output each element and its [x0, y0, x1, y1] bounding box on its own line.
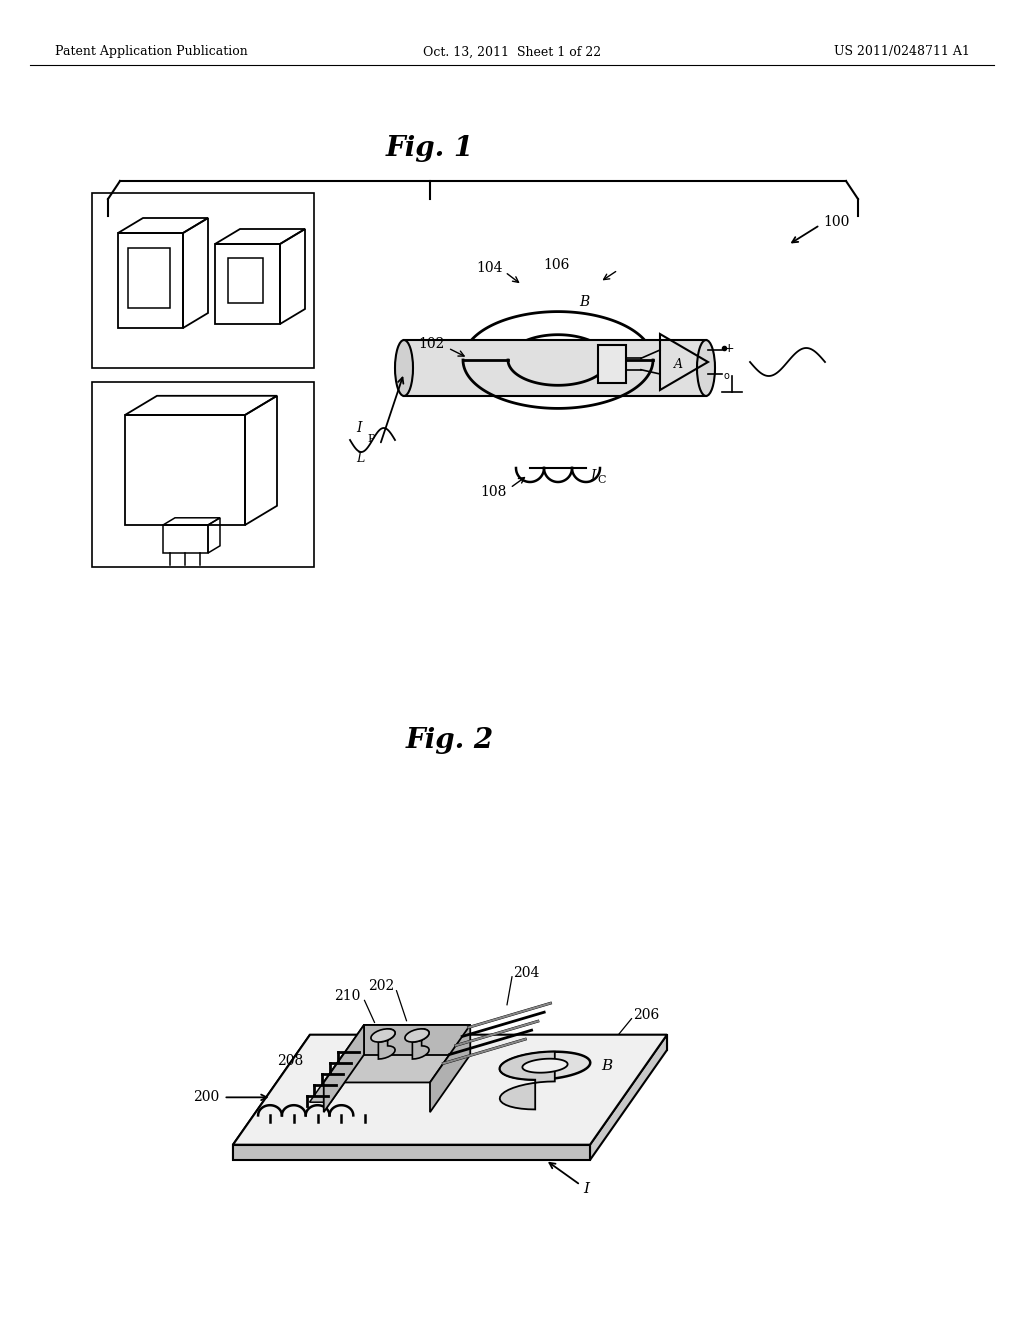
Text: +: + [724, 342, 734, 355]
Text: Fig. 1: Fig. 1 [386, 135, 474, 161]
Text: B: B [601, 1059, 612, 1073]
Text: 100: 100 [823, 215, 849, 228]
Polygon shape [371, 1028, 395, 1041]
Text: P: P [367, 434, 375, 444]
Polygon shape [233, 1144, 590, 1160]
Text: 106: 106 [544, 257, 570, 272]
Polygon shape [404, 1028, 429, 1041]
Bar [92, 193, 314, 368]
Text: I: I [584, 1181, 590, 1196]
Text: Oct. 13, 2011  Sheet 1 of 22: Oct. 13, 2011 Sheet 1 of 22 [423, 45, 601, 58]
Text: US 2011/0248711 A1: US 2011/0248711 A1 [835, 45, 970, 58]
Polygon shape [590, 1035, 667, 1160]
Bar [598, 345, 626, 383]
Text: I: I [356, 421, 362, 436]
Bar [404, 341, 706, 396]
Text: L: L [356, 451, 365, 465]
Text: 104: 104 [476, 261, 503, 275]
Polygon shape [430, 1024, 470, 1113]
Polygon shape [309, 1055, 364, 1102]
Text: I: I [590, 469, 596, 483]
Polygon shape [310, 1035, 667, 1049]
Polygon shape [324, 1024, 364, 1113]
Text: o: o [724, 371, 730, 381]
Text: 208: 208 [278, 1055, 303, 1068]
Text: Fig. 2: Fig. 2 [406, 726, 494, 754]
Text: B: B [579, 294, 589, 309]
Polygon shape [379, 1028, 395, 1059]
Polygon shape [233, 1035, 667, 1144]
Polygon shape [522, 1059, 567, 1073]
Text: 202: 202 [369, 978, 394, 993]
Bar [128, 248, 170, 308]
Polygon shape [324, 1024, 470, 1082]
Polygon shape [500, 1052, 555, 1109]
Ellipse shape [395, 341, 413, 396]
Bar [228, 257, 263, 304]
Text: 204: 204 [513, 966, 540, 979]
Polygon shape [364, 1024, 470, 1055]
Polygon shape [233, 1035, 310, 1160]
Text: 200: 200 [194, 1090, 219, 1105]
Text: Patent Application Publication: Patent Application Publication [55, 45, 248, 58]
Text: 108: 108 [480, 484, 507, 499]
Polygon shape [413, 1028, 429, 1059]
Text: 206: 206 [634, 1007, 659, 1022]
Polygon shape [500, 1052, 590, 1080]
Text: 102: 102 [419, 337, 445, 351]
Text: A: A [674, 358, 683, 371]
Ellipse shape [697, 341, 715, 396]
Text: 210: 210 [334, 990, 360, 1003]
Bar [92, 381, 314, 568]
Text: C: C [597, 475, 605, 484]
